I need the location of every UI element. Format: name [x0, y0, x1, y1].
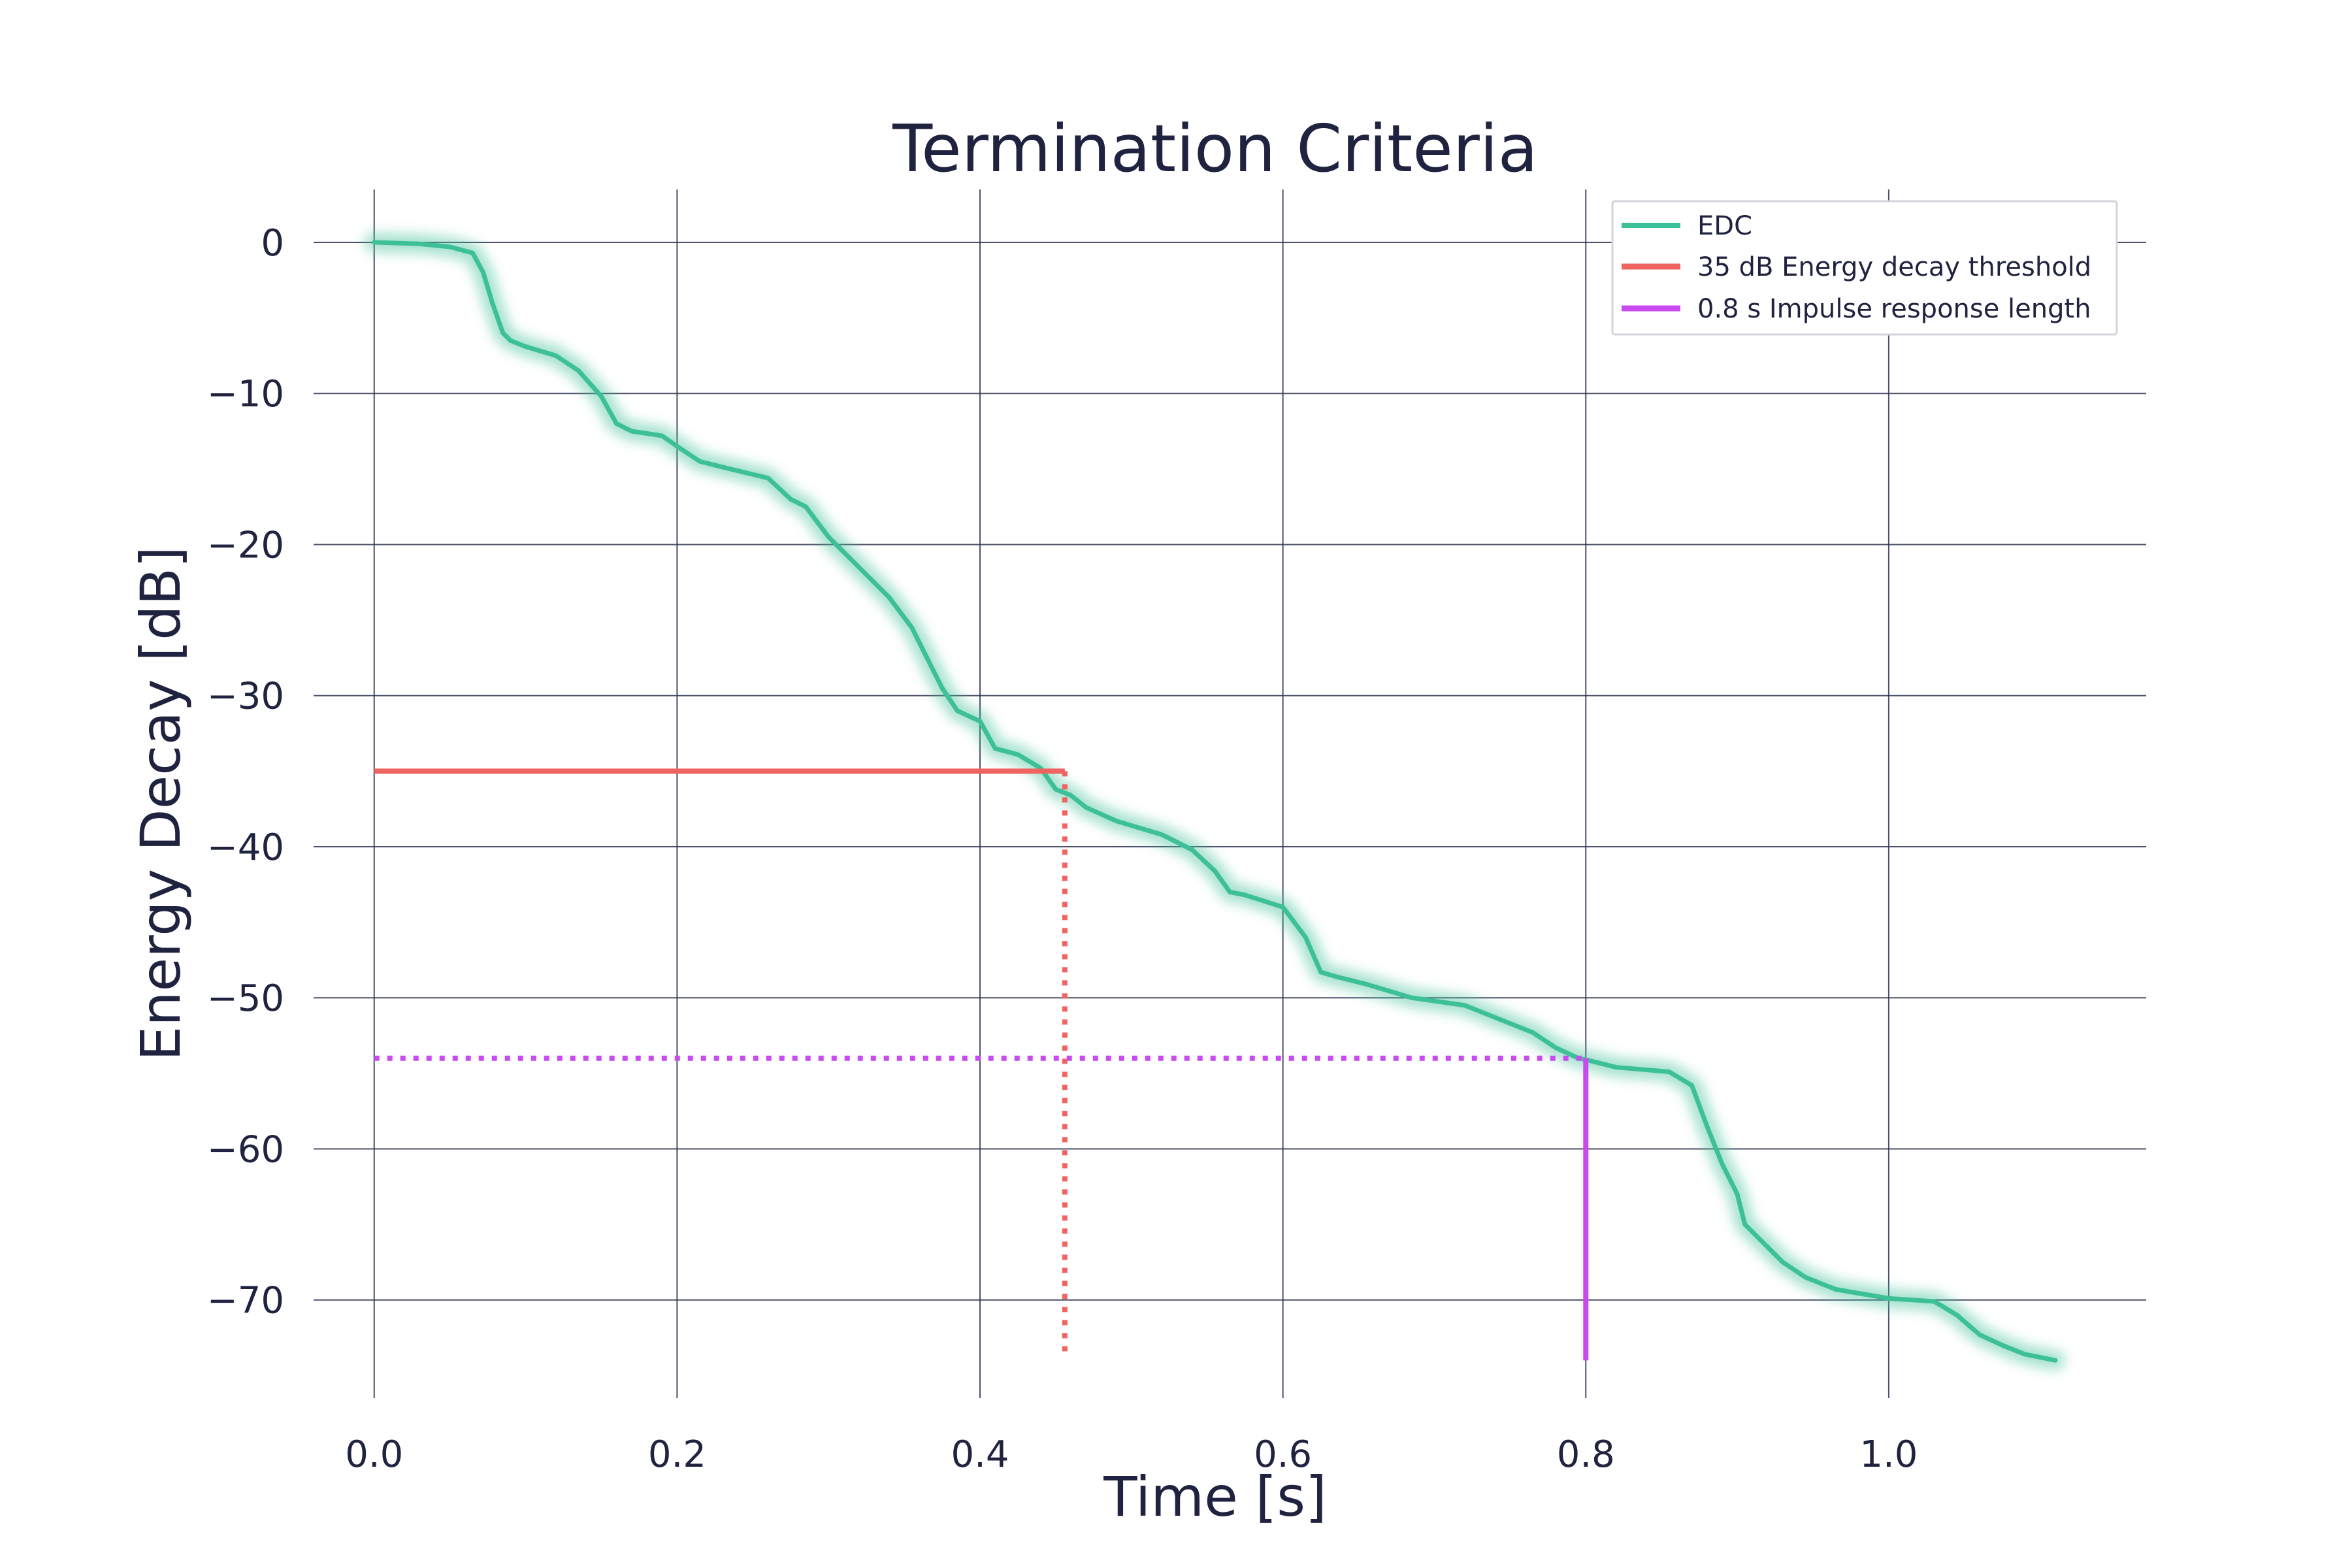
y-axis-title: Energy Decay [dB] [129, 546, 193, 1061]
edc-line-glow [364, 232, 2065, 1371]
y-tick-label: −10 [207, 373, 284, 416]
y-tick-label: −50 [207, 977, 284, 1020]
x-tick-label: 0.2 [648, 1433, 706, 1476]
y-tick-label: −60 [207, 1128, 284, 1171]
y-tick-label: −40 [207, 826, 284, 869]
x-tick-label: 1.0 [1859, 1433, 1918, 1476]
chart-title: Termination Criteria [892, 110, 1538, 187]
y-tick-label: −20 [207, 524, 284, 566]
y-tick-label: −30 [207, 676, 284, 718]
x-tick-label: 0.4 [951, 1433, 1009, 1476]
legend: EDC 35 dB Energy decay threshold 0.8 s I… [1611, 200, 2118, 336]
y-tick-label: 0 [261, 222, 284, 265]
legend-box [1611, 200, 2118, 336]
legend-label-edc: EDC [1697, 211, 1752, 241]
y-tick-label: −70 [207, 1280, 284, 1322]
legend-label-ir-length: 0.8 s Impulse response length [1697, 294, 2091, 324]
x-tick-label: 0.6 [1254, 1433, 1312, 1476]
x-axis-title: Time [s] [1103, 1465, 1327, 1529]
plot-area [364, 232, 2065, 1371]
x-tick-label: 0.8 [1557, 1433, 1615, 1476]
edc-line [372, 240, 2058, 1363]
tick-labels: 0.0 0.2 0.4 0.6 0.8 1.0 0 −10 −20 −30 −40 −50 −60 −70 [207, 222, 1918, 1476]
legend-label-threshold: 35 dB Energy decay threshold [1697, 252, 2091, 282]
x-tick-label: 0.0 [345, 1433, 403, 1476]
